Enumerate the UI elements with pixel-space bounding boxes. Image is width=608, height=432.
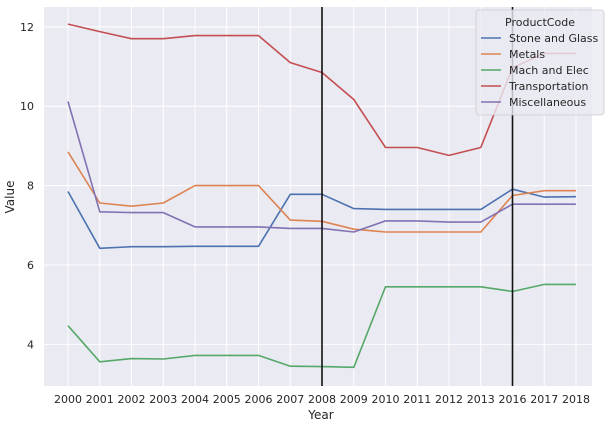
x-tick-label: 2012 [435, 393, 463, 406]
y-tick-labels: 4 6 8 10 12 [20, 21, 34, 351]
x-tick-label: 2018 [562, 393, 590, 406]
x-tick-label: 2003 [149, 393, 177, 406]
x-tick-label: 2016 [499, 393, 527, 406]
x-axis-label: Year [307, 408, 333, 422]
legend-entry: Metals [509, 48, 545, 61]
x-tick-label: 2010 [372, 393, 400, 406]
legend-box [475, 9, 605, 116]
legend-entry: Transportation [508, 80, 588, 93]
legend-title: ProductCode [505, 16, 575, 29]
x-tick-label: 2004 [181, 393, 209, 406]
legend: ProductCode Stone and Glass Metals Mach an… [475, 9, 605, 116]
y-tick-label: 10 [20, 100, 34, 113]
x-tick-label: 2001 [86, 393, 114, 406]
y-tick-label: 12 [20, 21, 34, 34]
x-tick-label: 2005 [213, 393, 241, 406]
legend-entry: Stone and Glass [509, 32, 599, 45]
y-tick-label: 8 [27, 180, 34, 193]
x-tick-label: 2009 [340, 393, 368, 406]
x-tick-label: 2017 [530, 393, 558, 406]
x-tick-label: 2000 [54, 393, 82, 406]
x-tick-label: 2008 [308, 393, 336, 406]
x-tick-label: 2011 [403, 393, 431, 406]
legend-entry: Miscellaneous [509, 96, 586, 109]
x-tick-label: 2002 [118, 393, 146, 406]
y-tick-label: 6 [27, 259, 34, 272]
legend-entry: Mach and Elec [509, 64, 589, 77]
x-tick-label: 2013 [467, 393, 495, 406]
x-tick-labels: 2000 2001 2002 2003 2004 2005 2006 2007 2008 2009… [54, 393, 590, 406]
x-tick-label: 2007 [276, 393, 304, 406]
y-axis-label: Value [3, 181, 17, 214]
x-tick-label: 2006 [245, 393, 273, 406]
y-tick-label: 4 [27, 338, 34, 351]
